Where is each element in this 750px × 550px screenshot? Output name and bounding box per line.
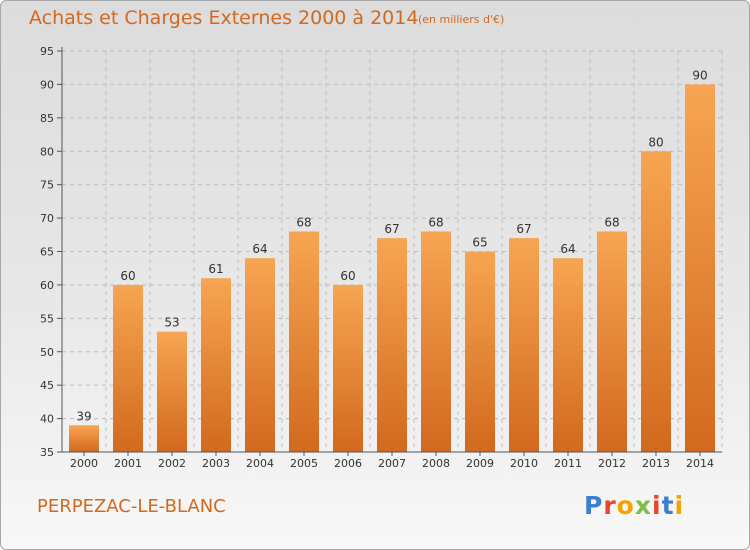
bar-value-label: 68 — [604, 215, 619, 229]
bar — [201, 278, 231, 452]
y-tick-label: 85 — [40, 112, 54, 125]
x-tick-label: 2007 — [378, 457, 406, 470]
bar — [289, 231, 319, 452]
bar-value-label: 61 — [208, 262, 223, 276]
bar — [553, 258, 583, 452]
bar-value-label: 67 — [516, 222, 531, 236]
bar-value-label: 67 — [384, 222, 399, 236]
bar — [509, 238, 539, 452]
bar — [69, 425, 99, 452]
x-tick-label: 2013 — [642, 457, 670, 470]
y-tick-label: 45 — [40, 379, 54, 392]
bar — [685, 84, 715, 453]
logo-letter: i — [652, 491, 662, 520]
y-tick-label: 50 — [40, 346, 54, 359]
proxiti-logo: Proxiti — [584, 491, 684, 520]
chart-subtitle: (en milliers d'€) — [418, 13, 505, 26]
x-tick-label: 2002 — [158, 457, 186, 470]
bar-value-label: 39 — [76, 409, 91, 423]
y-tick-label: 95 — [40, 45, 54, 58]
x-tick-label: 2009 — [466, 457, 494, 470]
bar — [333, 284, 363, 452]
y-tick-label: 80 — [40, 145, 54, 158]
bar-value-label: 60 — [120, 269, 135, 283]
x-tick-label: 2006 — [334, 457, 362, 470]
x-tick-label: 2012 — [598, 457, 626, 470]
y-tick-label: 55 — [40, 312, 54, 325]
bar-value-label: 80 — [648, 135, 663, 149]
bar-value-label: 60 — [340, 269, 355, 283]
logo-letter: P — [584, 491, 604, 520]
logo-letter: x — [634, 491, 652, 520]
logo-letter: i — [674, 491, 685, 520]
x-tick-label: 2010 — [510, 457, 538, 470]
x-tick-label: 2005 — [290, 457, 318, 470]
bar — [465, 251, 495, 452]
bar-value-label: 64 — [560, 242, 575, 256]
chart-title: Achats et Charges Externes 2000 à 2014 — [29, 7, 419, 29]
logo-letter: t — [661, 491, 675, 520]
commune-name: PERPEZAC-LE-BLANC — [37, 496, 226, 517]
bar — [421, 231, 451, 452]
bar-value-label: 53 — [164, 316, 179, 330]
x-tick-label: 2003 — [202, 457, 230, 470]
x-tick-label: 2000 — [70, 457, 98, 470]
bar — [113, 284, 143, 452]
y-tick-label: 70 — [40, 212, 54, 225]
bar-value-label: 90 — [692, 68, 707, 82]
bars: 39 60 53 61 64 68 60 67 68 65 67 64 68 80 90 — [69, 68, 715, 453]
x-tick-label: 2008 — [422, 457, 450, 470]
x-tick-label: 2001 — [114, 457, 142, 470]
x-tick-label: 2014 — [686, 457, 714, 470]
x-tick-label: 2011 — [554, 457, 582, 470]
y-tick-label: 60 — [40, 279, 54, 292]
bar — [157, 331, 187, 452]
bar — [641, 151, 671, 452]
bar — [377, 238, 407, 452]
y-tick-label: 75 — [40, 179, 54, 192]
bar-value-label: 65 — [472, 236, 487, 250]
y-tick-label: 65 — [40, 246, 54, 259]
bar — [245, 258, 275, 452]
y-tick-label: 40 — [40, 413, 54, 426]
bar-value-label: 68 — [296, 215, 311, 229]
logo-letter: r — [603, 491, 617, 520]
y-tick-label: 35 — [40, 446, 54, 459]
y-tick-label: 90 — [40, 78, 54, 91]
bar-value-label: 68 — [428, 215, 443, 229]
bar-value-label: 64 — [252, 242, 267, 256]
x-tick-label: 2004 — [246, 457, 274, 470]
axes: 35 40 45 50 55 60 65 70 75 80 85 90 95 2000 2001 2002 20… — [40, 45, 722, 470]
logo-letter: o — [616, 491, 635, 520]
bar — [597, 231, 627, 452]
